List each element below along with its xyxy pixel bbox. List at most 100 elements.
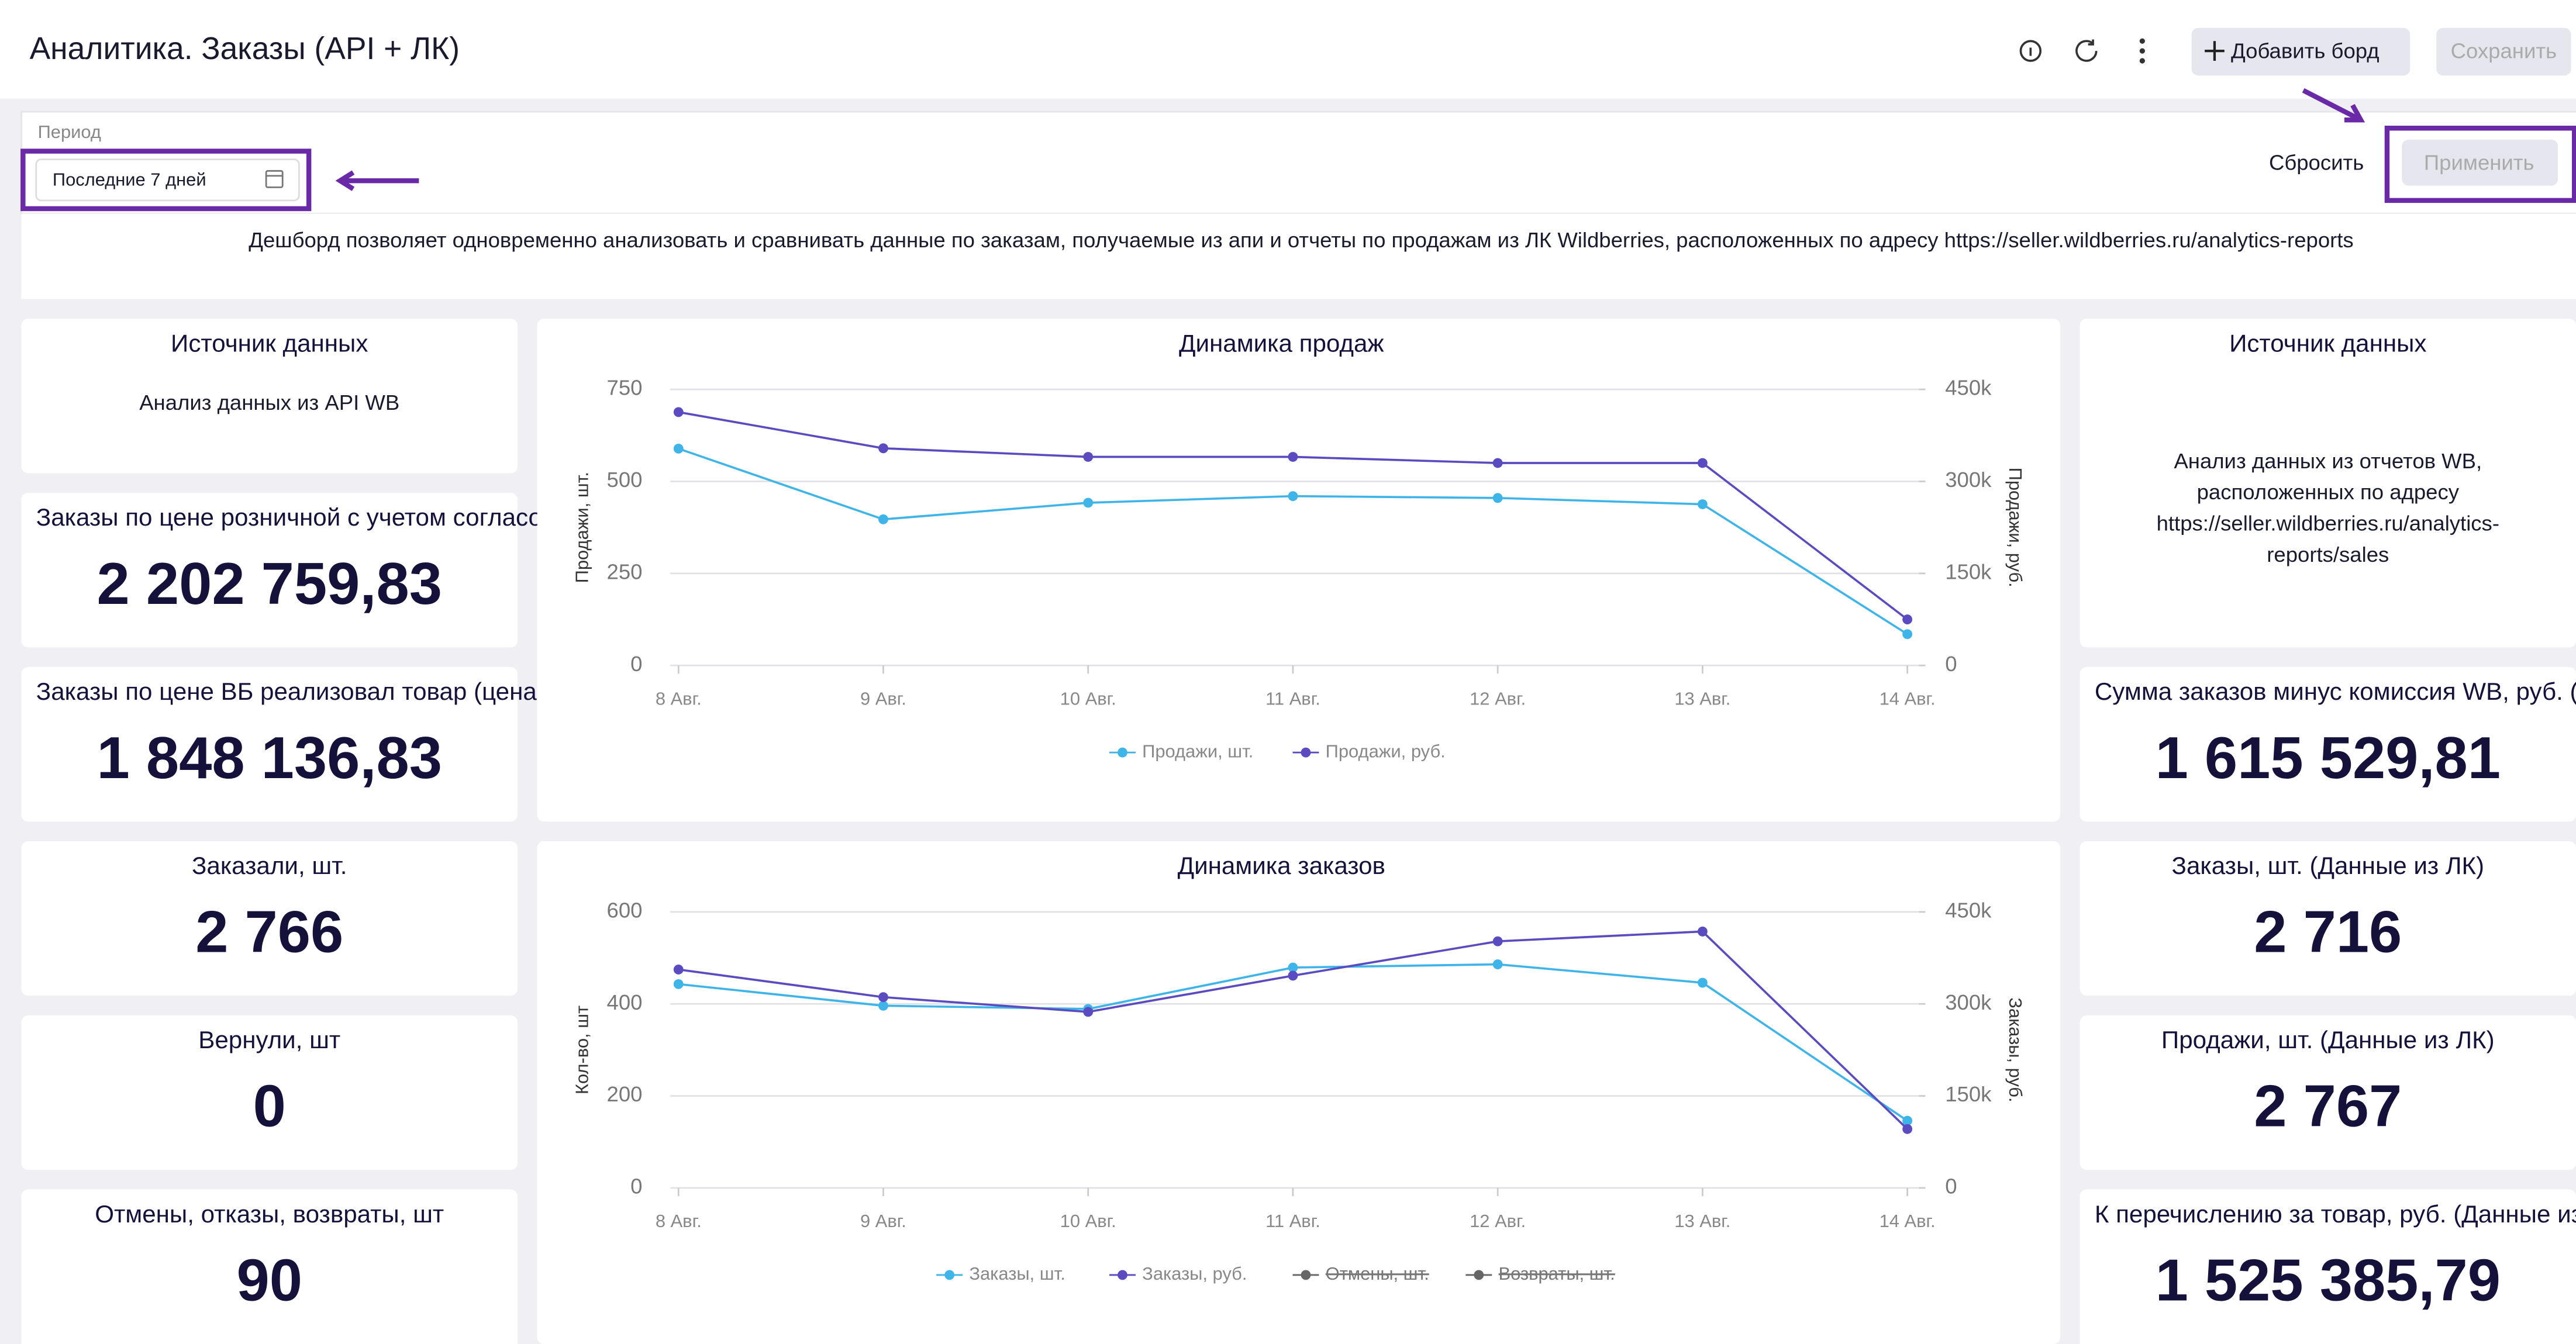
y-tick-label: 400 (607, 990, 643, 1014)
description-card (21, 213, 2576, 299)
y2-tick-label: 300k (1945, 468, 1992, 492)
card-title: Продажи, шт. (Данные из ЛК) (2161, 1026, 2495, 1053)
card (21, 319, 518, 474)
legend-swatch (1301, 1270, 1311, 1280)
x-tick-label: 10 Авг. (1060, 1211, 1116, 1231)
period-dropdown[interactable] (35, 158, 300, 202)
y2-tick-label: 150k (1945, 560, 1992, 584)
data-point (673, 979, 684, 989)
data-point (1902, 1124, 1913, 1134)
data-point (1083, 452, 1094, 462)
data-point (1697, 458, 1708, 468)
x-tick-label: 11 Авг. (1265, 1211, 1320, 1231)
legend-swatch (1118, 1270, 1127, 1280)
card (2080, 1189, 2576, 1344)
card-text: https://seller.wildberries.ru/analytics- (2157, 512, 2499, 535)
kpi-value: 1 525 385,79 (2156, 1248, 2501, 1314)
x-tick-label: 9 Авг. (860, 1211, 906, 1231)
card (21, 667, 518, 822)
page-title: Аналитика. Заказы (API + ЛК) (30, 32, 460, 66)
data-point (1083, 1007, 1094, 1017)
y2-tick-label: 0 (1945, 1174, 1957, 1198)
kpi-value: 1 848 136,83 (97, 725, 442, 791)
legend-label[interactable]: Заказы, руб. (1142, 1263, 1247, 1284)
top-bar (0, 0, 2576, 99)
data-point (1902, 614, 1913, 624)
card-title: Сумма заказов минус комиссия WB, руб. (Д… (2095, 678, 2576, 705)
data-point (673, 444, 684, 454)
data-point (1288, 970, 1298, 981)
legend-label[interactable]: Заказы, шт. (969, 1263, 1065, 1284)
data-point (1492, 458, 1503, 468)
legend-label[interactable]: Отмены, шт. (1326, 1263, 1429, 1284)
toolbar-icons[interactable] (2019, 38, 2145, 64)
add-board-button[interactable] (2191, 27, 2411, 76)
data-point (1902, 1115, 1913, 1126)
kpi-value: 0 (253, 1073, 286, 1139)
data-point (878, 443, 888, 454)
card-title: Заказы, шт. (Данные из ЛК) (2172, 852, 2485, 879)
description: Дешборд позволяет одновременно анализова… (249, 228, 2353, 252)
data-point (1492, 936, 1503, 946)
y2-axis-label: Продажи, руб. (2005, 468, 2026, 588)
x-tick-label: 14 Авг. (1880, 1211, 1936, 1231)
data-point (1697, 977, 1708, 988)
y-tick-label: 0 (630, 652, 642, 676)
reset-button[interactable]: Сбросить (2269, 151, 2364, 175)
apply-button[interactable] (2402, 139, 2558, 186)
legend-label[interactable]: Продажи, руб. (1326, 741, 1446, 761)
legend-swatch (1474, 1270, 1484, 1280)
y-tick-label: 750 (607, 376, 643, 400)
y-axis-label: Кол-во, шт (571, 1006, 592, 1094)
card-title: Заказы по цене розничной с учетом соглас… (36, 503, 563, 531)
add-board-label: Добавить борд (2231, 39, 2379, 63)
x-tick-label: 13 Авг. (1674, 688, 1730, 709)
card-text: Анализ данных из отчетов WB, (2174, 449, 2482, 473)
data-point (673, 407, 684, 417)
card-text: расположенных по адресу (2197, 480, 2460, 504)
card (21, 1015, 518, 1170)
data-point (1697, 499, 1708, 509)
x-tick-label: 14 Авг. (1880, 688, 1936, 709)
legend-swatch (944, 1270, 955, 1280)
y2-tick-label: 300k (1945, 990, 1992, 1014)
data-point (878, 514, 888, 524)
kpi-value: 90 (236, 1248, 302, 1314)
card-title: Заказали, шт. (192, 852, 347, 879)
y2-tick-label: 450k (1945, 898, 1992, 922)
card (2080, 319, 2576, 648)
card-title: Отмены, отказы, возвраты, шт (95, 1200, 444, 1228)
kpi-value: 2 767 (2254, 1073, 2402, 1139)
card (2080, 667, 2576, 822)
filter-panel (20, 110, 2576, 215)
y-tick-label: 500 (607, 468, 643, 492)
y-tick-label: 200 (607, 1082, 643, 1106)
highlight-box (20, 148, 312, 212)
card-title: Источник данных (171, 329, 368, 357)
legend-label[interactable]: Возвраты, шт. (1499, 1263, 1615, 1284)
y2-axis-label: Заказы, руб. (2005, 997, 2026, 1102)
legend-label[interactable]: Продажи, шт. (1142, 741, 1253, 761)
y-tick-label: 250 (607, 560, 643, 584)
y-axis-label: Продажи, шт. (571, 472, 592, 583)
data-point (1288, 491, 1298, 502)
period-value: Последние 7 дней (53, 169, 206, 189)
apply-label: Применить (2424, 151, 2534, 175)
data-point (673, 965, 684, 975)
card (2080, 1015, 2576, 1170)
plus-icon (2205, 41, 2225, 61)
y2-tick-label: 450k (1945, 376, 1992, 400)
y-tick-label: 0 (630, 1174, 642, 1198)
x-tick-label: 8 Авг. (656, 1211, 702, 1231)
data-point (1288, 962, 1298, 973)
y-tick-label: 600 (607, 898, 643, 922)
x-tick-label: 13 Авг. (1674, 1211, 1730, 1231)
data-point (878, 992, 888, 1003)
card (2080, 841, 2576, 996)
save-button[interactable] (2436, 27, 2571, 76)
chart-title: Динамика заказов (1178, 852, 1385, 879)
x-tick-label: 12 Авг. (1470, 1211, 1526, 1231)
x-tick-label: 8 Авг. (656, 688, 702, 709)
save-label: Сохранить (2451, 39, 2557, 63)
